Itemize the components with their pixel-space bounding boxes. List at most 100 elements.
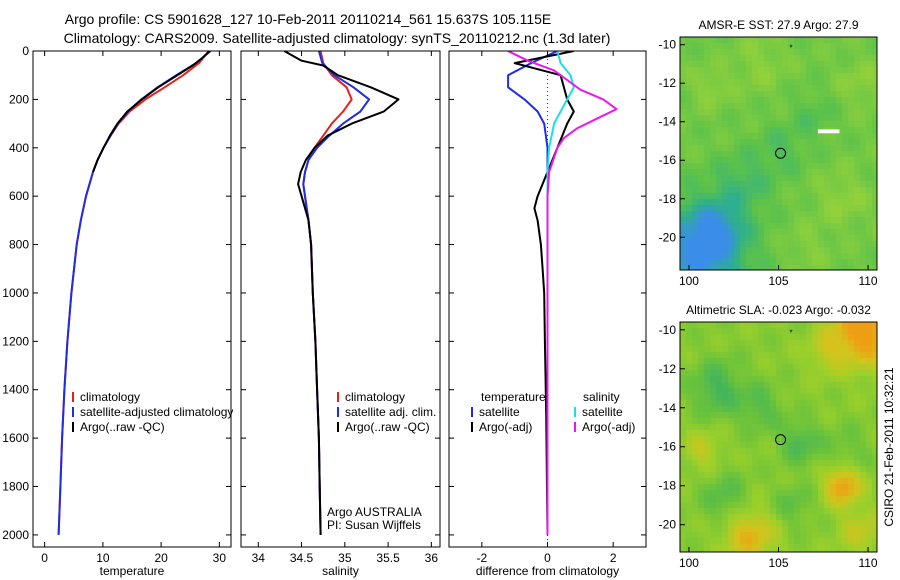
map-cell [860,526,867,533]
map-cell [782,67,789,74]
map-cell [824,388,831,395]
map-cell [866,217,873,224]
map-cell [812,49,819,56]
map-cell [716,340,723,347]
map-cell [800,448,807,455]
map-cell [710,394,717,401]
map-cell [872,472,878,479]
map-cell [788,472,795,479]
map-cell [692,61,699,68]
map-cell [830,460,837,467]
map-cell [794,442,801,449]
map-cell [818,133,825,140]
map-cell [860,514,867,521]
map-cell [866,388,873,395]
map-cell [734,502,741,509]
map-cell [872,133,878,140]
map-cell [722,388,729,395]
map-cell [830,496,837,503]
map-cell [866,334,873,341]
map-cell [734,211,741,218]
map-cell [770,460,777,467]
map-cell [872,223,878,230]
map-cell [764,526,771,533]
map-cell [776,97,783,104]
map-cell [866,364,873,371]
map-cell [842,376,849,383]
map-cell [848,37,855,44]
map-y-tick-label: -14 [659,115,677,129]
map-cell [686,448,693,455]
map-cell [692,127,699,134]
map-cell [830,424,837,431]
map-cell [716,412,723,419]
map-cell [812,412,819,419]
map-cell [746,181,753,188]
map-cell [848,199,855,206]
map-cell [782,502,789,509]
map-cell [740,133,747,140]
map-cell [818,217,825,224]
map-cell [698,61,705,68]
map-cell [836,544,843,551]
map-cell [800,73,807,80]
map-cell [752,472,759,479]
map-cell [728,352,735,359]
legend-label: satellite [582,405,623,419]
map-cell [746,169,753,176]
map-cell [752,205,759,212]
map-cell [716,121,723,128]
map-cell [746,133,753,140]
map-cell [812,199,819,206]
map-cell [830,484,837,491]
map-cell [770,187,777,194]
map-cell [806,484,813,491]
map-cell [728,253,735,260]
map-cell [722,217,729,224]
map-cell [686,121,693,128]
map-cell [860,193,867,200]
map-cell [854,127,861,134]
map-cell [872,79,878,86]
map-cell [860,532,867,539]
map-cell [698,406,705,413]
map-cell [680,115,687,122]
map-cell [788,187,795,194]
legend-title-salinity: salinity [583,390,620,404]
map-cell [854,520,861,527]
map-cell [716,193,723,200]
map-cell [806,193,813,200]
map-cell [686,49,693,56]
map-cell [842,448,849,455]
map-cell [830,181,837,188]
map-cell [830,73,837,80]
map-cell [842,472,849,479]
map-cell [686,103,693,110]
map-cell [848,109,855,116]
map-cell [782,139,789,146]
map-cell [734,370,741,377]
map-cell [704,121,711,128]
map-cell [728,472,735,479]
map-cell [746,460,753,467]
map-cell [776,217,783,224]
map-cell [716,253,723,260]
map-cell [770,259,777,266]
map-cell [842,217,849,224]
map-cell [698,466,705,473]
map-cell [818,472,825,479]
map-cell [722,472,729,479]
legend-label: satellite adj. clim. [345,405,436,419]
map-cell [680,133,687,140]
map-cell [764,544,771,551]
map-cell [692,370,699,377]
map-cell [698,229,705,236]
map-cell [818,418,825,425]
map-cell [734,91,741,98]
map-cell [836,472,843,479]
map-cell [728,508,735,515]
map-cell [686,175,693,182]
map-cell [710,181,717,188]
map-cell [686,217,693,224]
